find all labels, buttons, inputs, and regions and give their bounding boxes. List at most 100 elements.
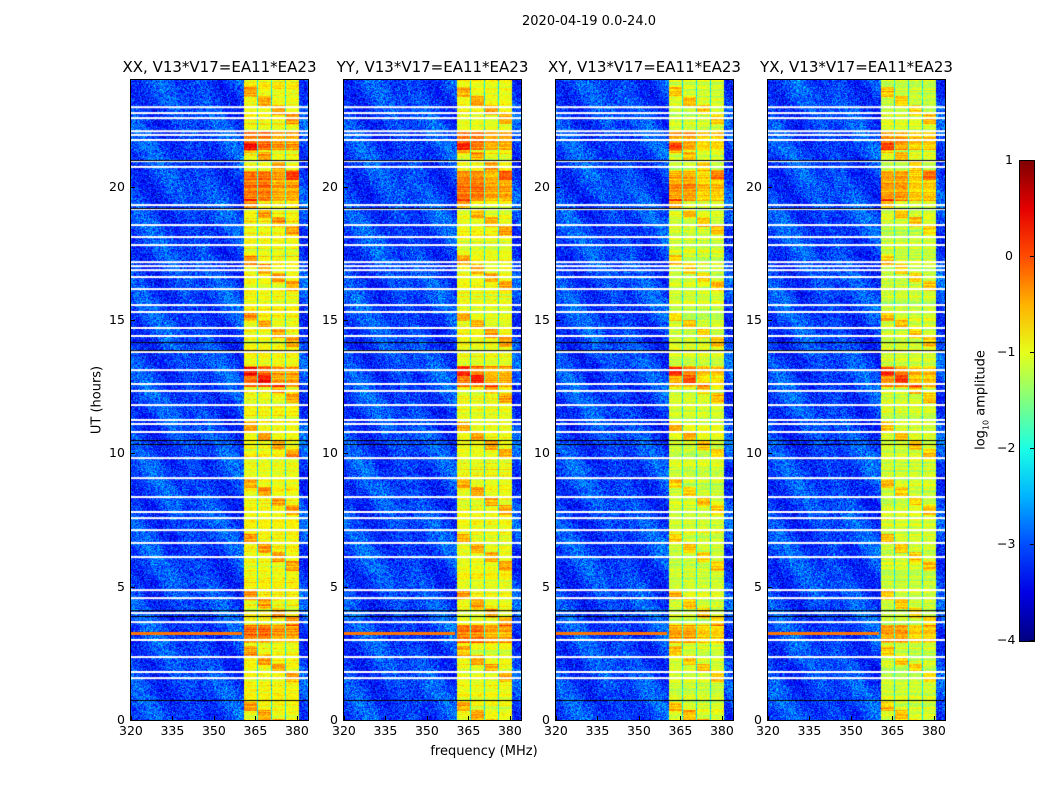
y-tick-mark (344, 586, 348, 588)
x-tick-label: 365 (243, 723, 268, 738)
x-tick-label: 350 (201, 723, 226, 738)
y-tick-label: 0 (754, 712, 762, 727)
x-tick-mark (172, 716, 174, 720)
y-tick-mark (768, 186, 772, 188)
x-tick-mark (385, 716, 387, 720)
y-tick-mark (131, 586, 135, 588)
heatmap-panel: YY, V13*V17=EA11*EA23 (337, 58, 528, 721)
colorbar-label-main: log (973, 430, 989, 450)
y-tick-label: 0 (117, 712, 125, 727)
heatmap-panel: XY, V13*V17=EA11*EA23 (548, 58, 741, 721)
x-tick-mark (213, 716, 215, 720)
colorbar-label-rest: amplitude (973, 350, 989, 420)
y-tick-mark (768, 320, 772, 321)
x-tick-mark (556, 716, 557, 720)
x-tick-mark (680, 716, 682, 720)
y-tick-label: 0 (330, 712, 338, 727)
heatmap-image (556, 80, 733, 720)
y-tick-label: 5 (542, 578, 550, 594)
colorbar-tick-label: 0 (1005, 248, 1013, 263)
y-tick-mark (344, 453, 348, 455)
x-tick-label: 380 (921, 723, 946, 738)
x-tick-label: 365 (456, 723, 481, 738)
colorbar-tick-mark (1030, 640, 1034, 641)
colorbar-tick-mark (1030, 352, 1034, 353)
x-tick-label: 365 (668, 723, 693, 738)
y-tick-mark (131, 453, 135, 455)
y-tick-mark (344, 186, 348, 188)
panel-title: YX, V13*V17=EA11*EA23 (760, 58, 953, 76)
x-tick-label: 335 (160, 723, 185, 738)
x-tick-mark (296, 716, 298, 720)
x-tick-mark (468, 716, 470, 720)
y-tick-label: 20 (109, 178, 125, 194)
y-tick-mark (131, 720, 135, 721)
x-axis-label: frequency (MHz) (430, 744, 538, 759)
y-tick-label: 15 (746, 312, 762, 327)
y-tick-label: 20 (534, 178, 550, 194)
colorbar-tick-label: −4 (997, 632, 1016, 647)
y-tick-label: 10 (109, 445, 125, 461)
x-tick-label: 320 (544, 723, 568, 738)
y-axis-label: UT (hours) (89, 365, 105, 435)
colorbar-tick-label: 1 (1005, 152, 1013, 167)
x-tick-mark (721, 716, 723, 720)
y-tick-mark (768, 453, 772, 455)
x-tick-mark (809, 716, 811, 720)
y-tick-label: 20 (746, 178, 762, 194)
x-tick-mark (850, 716, 852, 720)
x-tick-mark (892, 716, 894, 720)
y-tick-label: 20 (322, 178, 338, 194)
x-tick-label: 380 (709, 723, 734, 738)
y-tick-mark (344, 720, 348, 721)
y-tick-mark (344, 320, 348, 321)
x-tick-mark (933, 716, 935, 720)
y-tick-mark (556, 586, 560, 588)
x-tick-mark (509, 716, 511, 720)
colorbar-tick-label: −1 (997, 344, 1016, 359)
heatmap-image (768, 80, 945, 720)
y-tick-label: 10 (322, 445, 338, 461)
x-tick-mark (131, 716, 132, 720)
y-tick-mark (556, 720, 560, 721)
y-tick-mark (556, 453, 560, 455)
y-tick-label: 5 (117, 578, 125, 594)
x-tick-label: 350 (414, 723, 439, 738)
y-tick-label: 15 (109, 312, 125, 327)
figure-title: 2020-04-19 0.0-24.0 (522, 14, 656, 29)
y-tick-label: 15 (322, 312, 338, 327)
heatmap-image (344, 80, 521, 720)
y-tick-label: 10 (534, 445, 550, 461)
x-tick-mark (426, 716, 428, 720)
x-tick-mark (255, 716, 257, 720)
y-tick-mark (768, 720, 772, 721)
x-tick-label: 335 (373, 723, 398, 738)
x-tick-mark (768, 716, 769, 720)
y-tick-label: 15 (534, 312, 550, 327)
colorbar-tick-label: −3 (997, 536, 1016, 551)
x-tick-label: 350 (626, 723, 651, 738)
y-tick-mark (768, 586, 772, 588)
colorbar (1019, 160, 1035, 642)
colorbar-tick-mark (1030, 448, 1034, 449)
x-tick-label: 380 (497, 723, 522, 738)
y-tick-label: 5 (330, 578, 338, 594)
colorbar-tick-mark (1030, 256, 1034, 257)
colorbar-label: log10 amplitude (974, 350, 991, 450)
x-tick-label: 380 (284, 723, 309, 738)
y-tick-label: 5 (754, 578, 762, 594)
panel-title: XY, V13*V17=EA11*EA23 (548, 58, 741, 76)
panel-title: XX, V13*V17=EA11*EA23 (122, 58, 317, 76)
colorbar-tick-label: −2 (997, 440, 1016, 455)
x-tick-label: 320 (119, 723, 143, 738)
x-tick-label: 335 (797, 723, 822, 738)
x-tick-label: 335 (585, 723, 610, 738)
panel-title: YY, V13*V17=EA11*EA23 (336, 58, 529, 76)
y-tick-mark (131, 320, 135, 321)
colorbar-label-sub: 10 (981, 419, 991, 431)
x-tick-label: 350 (838, 723, 863, 738)
x-tick-label: 320 (756, 723, 780, 738)
x-tick-label: 320 (332, 723, 356, 738)
y-tick-label: 10 (746, 445, 762, 461)
